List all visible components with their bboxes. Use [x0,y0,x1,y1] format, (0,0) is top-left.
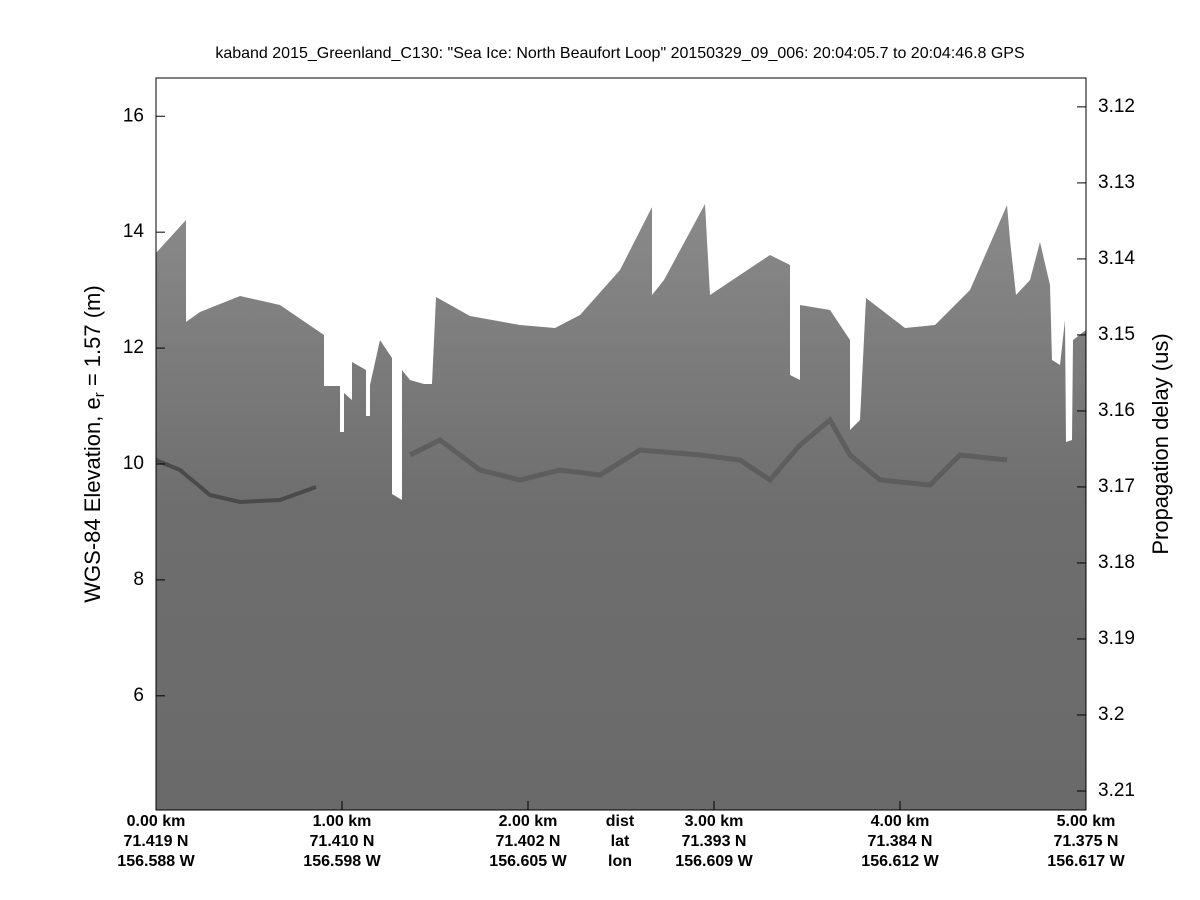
y2-tick-label: 3.2 [1098,704,1124,725]
lon-label: 156.612 W [861,853,939,870]
x-tick-label: 3.00 km [685,813,744,830]
y-axis-label: WGS-84 Elevation, er = 1.57 (m) [80,285,108,602]
y2-tick-label: 3.13 [1098,172,1135,193]
x-tick-label: 0.00 km [127,813,186,830]
y2-tick-label: 3.17 [1098,476,1135,497]
echogram-image [156,204,1086,810]
x-tick-label: 2.00 km [499,813,558,830]
y-tick-label: 12 [123,337,144,358]
y2-tick-label: 3.12 [1098,96,1135,117]
lon-label: 156.598 W [303,853,381,870]
y-axis-label-tail: = 1.57 (m) [80,285,105,392]
y-tick-label: 8 [133,569,144,590]
ice-layer [155,458,317,505]
lon-label: 156.588 W [117,853,195,870]
y2-tick-label: 3.15 [1098,324,1135,345]
x-tick-label: 4.00 km [871,813,930,830]
lat-label: 71.410 N [310,833,375,850]
y-tick-label: 6 [133,685,144,706]
row-label: lon [608,853,632,870]
lat-label: 71.419 N [124,833,189,850]
chart-title: kaband 2015_Greenland_C130: "Sea Ice: No… [215,45,1024,62]
lat-label: 71.384 N [868,833,933,850]
lon-label: 156.617 W [1047,853,1125,870]
y2-tick-label: 3.19 [1098,628,1135,649]
lon-label: 156.609 W [675,853,753,870]
y2-tick-label: 3.16 [1098,400,1135,421]
lat-label: 71.402 N [496,833,561,850]
x-tick-label: 1.00 km [313,813,372,830]
lat-label: 71.393 N [682,833,747,850]
y2-tick-label: 3.18 [1098,552,1135,573]
y2-tick-label: 3.21 [1098,780,1135,801]
y2-tick-label: 3.14 [1098,248,1135,269]
y-tick-label: 14 [123,221,145,242]
y-axis-label-sub: r [91,392,108,397]
x-tick-label: 5.00 km [1057,813,1116,830]
y-tick-label: 10 [123,453,144,474]
row-label: dist [606,813,635,830]
lat-label: 71.375 N [1054,833,1119,850]
y-axis-label-main: WGS-84 Elevation, e [80,397,105,602]
lon-label: 156.605 W [489,853,567,870]
ice-layer [408,416,1008,488]
y2-axis-label: Propagation delay (us) [1148,333,1173,554]
plot-frame [155,77,1087,811]
row-label: lat [611,833,630,850]
y-tick-label: 16 [123,105,144,126]
